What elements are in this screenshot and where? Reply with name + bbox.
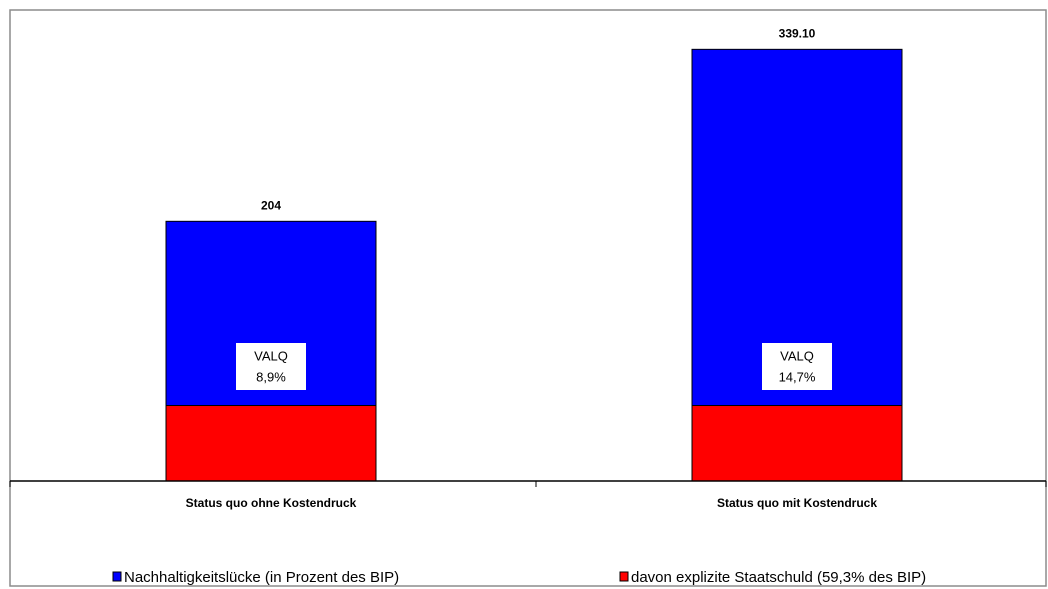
annotation: VALQ [780, 348, 814, 363]
value-label: 204 [261, 198, 281, 212]
legend-label: Nachhaltigkeitslücke (in Prozent des BIP… [124, 569, 399, 586]
bar [165, 405, 377, 482]
chart-frame [9, 9, 1047, 587]
annotation: VALQ [254, 348, 288, 363]
legend-swatch [112, 571, 122, 582]
value-label: 339.10 [779, 27, 816, 41]
annotation: 8,9% [256, 369, 286, 384]
x-tick-label: Status quo ohne Kostendruck [186, 496, 357, 510]
annotation-box [762, 343, 832, 390]
annotation-box [236, 343, 306, 390]
x-tick-label: Status quo mit Kostendruck [717, 496, 877, 510]
bar [691, 405, 903, 482]
annotation: 14,7% [779, 369, 816, 384]
legend-label: davon explizite Staatschuld (59,3% des B… [631, 569, 926, 586]
legend-swatch [619, 571, 629, 582]
